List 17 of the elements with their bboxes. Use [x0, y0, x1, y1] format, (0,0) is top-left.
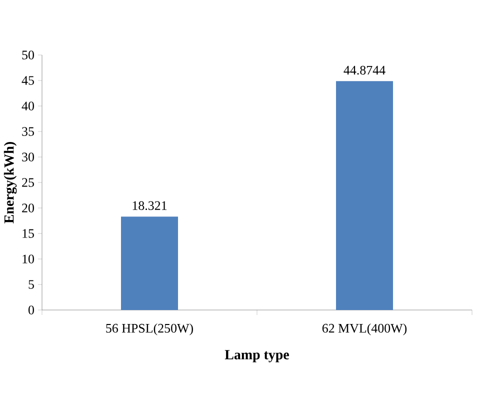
y-tick-label: 40 — [22, 102, 34, 110]
y-tick-label: 5 — [28, 280, 34, 289]
y-tick-label: 35 — [22, 127, 34, 136]
y-tick-label: 25 — [22, 178, 34, 187]
x-axis-title: Lamp type — [224, 350, 289, 362]
x-tick-label: 62 MVL(400W) — [322, 324, 407, 336]
y-tick-label: 50 — [22, 50, 34, 60]
y-axis-title: Energy(kWh) — [4, 142, 17, 224]
y-tick-label: 20 — [22, 204, 34, 212]
y-tick-label: 0 — [28, 306, 34, 314]
y-tick-label: 30 — [22, 152, 34, 162]
data-label: 18.321 — [132, 201, 167, 210]
data-label: 44.8744 — [344, 66, 386, 75]
y-tick-label: 15 — [22, 229, 34, 238]
y-tick-label: 45 — [22, 76, 34, 85]
y-tick-label: 10 — [22, 254, 34, 264]
x-tick-label: 56 HPSL(250W) — [106, 324, 193, 336]
